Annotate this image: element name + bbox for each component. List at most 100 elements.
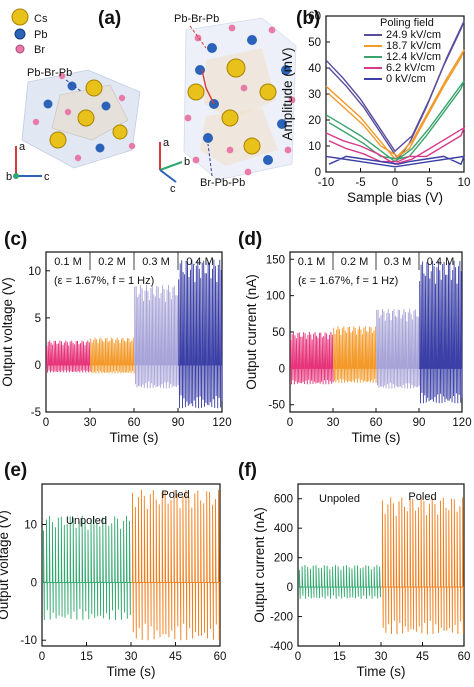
signal-trace-0 (298, 564, 381, 599)
structure-right: Pb-Br-Pb Br-Pb-Pb a b c (159, 13, 297, 195)
plot-frame (41, 483, 221, 647)
y-tick-label: 200 (274, 553, 293, 565)
br-atom (118, 94, 126, 102)
pb-atom (195, 65, 205, 75)
signal-trace-1 (90, 337, 135, 374)
br-atom (244, 168, 252, 176)
panel-b: (b) -10 -5 0 5 10 0 10 20 30 40 50 60 Sample bias (V… (280, 8, 470, 205)
axis-c-arrow (159, 169, 177, 183)
x-tick-label: 30 (125, 651, 138, 663)
atom-legend: Cs Pb Br (11, 8, 48, 56)
segment-label: 0.2 M (98, 256, 126, 268)
y-tick-label: 0 (287, 582, 293, 594)
y-tick-label: 100 (266, 291, 285, 303)
panel-c-label: (c) (4, 229, 27, 250)
annotation-br-pb-pb: Br-Pb-Pb (200, 177, 245, 189)
signal-trace-1 (333, 326, 377, 383)
y-tick-label: 50 (308, 37, 321, 49)
pb-atom (277, 119, 287, 129)
axis-a-label: a (19, 141, 26, 153)
panel-f-label: (f) (238, 460, 257, 481)
x-tick-label: 45 (416, 651, 429, 663)
signal-trace-3 (419, 260, 463, 404)
cs-atom (187, 83, 205, 101)
panel-b-label: (b) (296, 8, 320, 29)
x-tick-label: 60 (370, 417, 383, 429)
y-tick-label: 50 (272, 327, 285, 339)
axis-c-label: c (170, 183, 176, 195)
plot-b: -10 -5 0 5 10 0 10 20 30 40 50 60 Sample bias (V) Amp… (280, 11, 470, 205)
axis-a-label: a (163, 137, 170, 149)
x-tick-label: -10 (318, 177, 335, 189)
y-tick-label: 30 (308, 89, 321, 101)
panel-e-label: (e) (4, 460, 27, 481)
br-atom (226, 146, 234, 154)
x-tick-label: 0 (39, 651, 45, 663)
annotation-pb-br-pb-left: Pb-Br-Pb (27, 67, 72, 79)
condition-annotation: (ε = 1.67%, f = 1 Hz) (298, 275, 398, 287)
cs-legend-marker (11, 8, 29, 26)
axis-c-label: c (44, 171, 50, 183)
bond-highlight (205, 87, 215, 105)
y-tick-label: 10 (308, 141, 321, 153)
br-atom (192, 156, 200, 164)
series-line-3 (325, 126, 466, 165)
annotation-pointer (207, 143, 213, 177)
y-tick-label: 0 (35, 360, 41, 372)
condition-annotation: (ε = 1.67%, f = 1 Hz) (54, 275, 154, 287)
signal-trace-0 (42, 515, 131, 621)
x-tick-label: 120 (212, 417, 231, 429)
br-legend-label: Br (34, 44, 45, 56)
x-tick-label: 60 (458, 651, 471, 663)
y-tick-label: 10 (24, 520, 37, 532)
signal-trace-2 (134, 284, 179, 389)
signal-trace-2 (376, 308, 420, 389)
br-atom (184, 114, 192, 122)
cs-atom (85, 79, 103, 97)
cs-atom (77, 109, 95, 127)
x-tick-label: -5 (355, 177, 365, 189)
pb-atom (101, 101, 111, 111)
pb-atom (203, 133, 213, 143)
y-axis-label: Output voltage (V) (0, 277, 15, 387)
segment-label: 0.4 M (427, 256, 455, 268)
segment-label: Poled (408, 491, 436, 503)
axis-b-dot (13, 173, 19, 179)
y-axis-label: Output voltage (V) (0, 510, 11, 620)
x-axis-label: Time (s) (110, 430, 159, 445)
legend-entry: 6.2 kV/cm (386, 62, 435, 74)
signal-trace-0 (290, 331, 334, 385)
x-tick-label: 90 (413, 417, 426, 429)
br-atom (58, 72, 66, 80)
x-axis-label: Time (s) (107, 664, 156, 679)
signal-trace-0 (46, 340, 91, 373)
x-tick-label: 15 (333, 651, 346, 663)
x-axis-label: Sample bias (V) (347, 190, 443, 205)
cs-legend-label: Cs (34, 13, 48, 25)
segment-label: Poled (161, 489, 189, 501)
cs-atom (49, 131, 67, 149)
x-tick-label: 0 (287, 417, 293, 429)
y-tick-label: 40 (308, 63, 321, 75)
x-tick-label: 15 (80, 651, 93, 663)
pb-atom (247, 35, 257, 45)
y-tick-label: 5 (35, 313, 41, 325)
y-axis-label: Output current (nA) (244, 274, 259, 390)
series-line-1 (325, 49, 465, 161)
series-line-2 (325, 80, 465, 163)
cs-atom (112, 124, 128, 140)
y-tick-label: 0 (279, 363, 285, 375)
y-tick-label: 10 (28, 266, 41, 278)
segment-label: 0.4 M (186, 256, 214, 268)
segment-label: Unpoled (319, 493, 360, 505)
segment-label: 0.1 M (54, 256, 82, 268)
signal-trace-1 (381, 497, 464, 635)
structure-left: Pb-Br-Pb a b c (6, 67, 141, 183)
y-tick-label: -400 (270, 641, 293, 653)
y-tick-label: 150 (266, 254, 285, 266)
